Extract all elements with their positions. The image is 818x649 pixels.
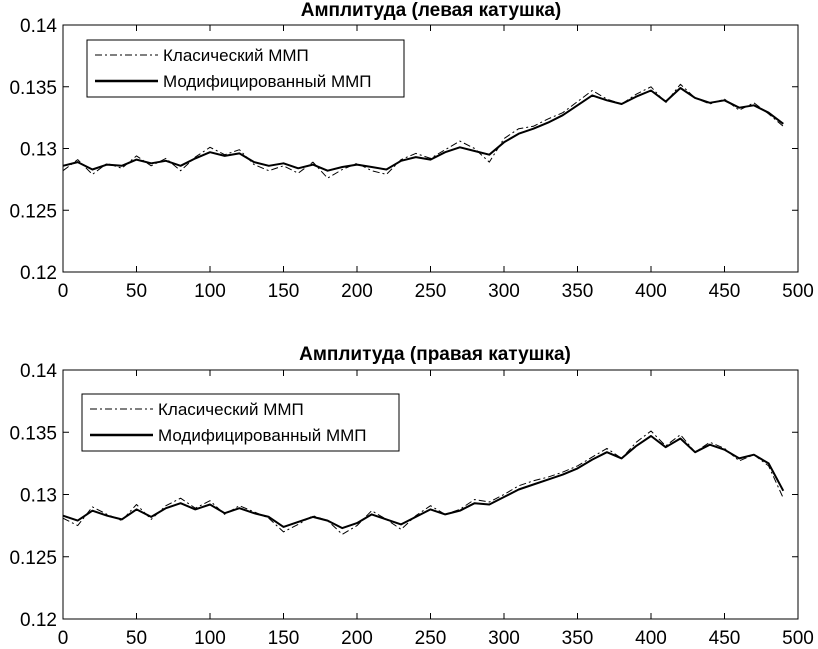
- series-line-classic: [62, 83, 784, 179]
- legend-label-classic: Класический ММП: [163, 46, 309, 65]
- y-tick-label: 0.13: [20, 486, 57, 507]
- legend-label-classic: Класический ММП: [158, 400, 304, 419]
- series-line-modified: [62, 435, 785, 530]
- x-tick-label: 50: [126, 628, 147, 649]
- x-tick-label: 50: [126, 281, 147, 302]
- x-tick-label: 200: [341, 628, 373, 649]
- series-line-classic: [62, 430, 784, 535]
- y-tick-label: 0.13: [20, 140, 57, 161]
- legend-label-modified: Модифицированный ММП: [163, 72, 372, 91]
- y-tick-label: 0.14: [20, 361, 57, 382]
- chart-right-coil: Амплитуда (правая катушка) 0 50 100 150 200 2…: [9, 344, 813, 649]
- x-tick-label: 300: [488, 628, 520, 649]
- x-tick-label: 100: [194, 281, 226, 302]
- series-line-modified: [62, 87, 784, 172]
- x-tick-label: 350: [562, 281, 594, 302]
- x-tick-label: 450: [709, 281, 741, 302]
- x-tick-label: 400: [635, 628, 667, 649]
- x-tick-label: 400: [635, 281, 667, 302]
- x-tick-label: 450: [709, 628, 741, 649]
- x-tick-label: 0: [58, 281, 69, 302]
- x-tick-label: 150: [268, 281, 300, 302]
- legend: Класический ММП Модифицированный ММП: [86, 39, 405, 98]
- y-tick-label: 0.12: [20, 263, 57, 284]
- x-tick-label: 150: [268, 628, 300, 649]
- y-tick-label: 0.14: [20, 16, 57, 37]
- chart-title: Амплитуда (левая катушка): [301, 0, 562, 21]
- legend: Класический ММП Модифицированный ММП: [81, 393, 400, 452]
- chart-left-coil: Амплитуда (левая катушка) 0 50 100 150 200 25…: [9, 0, 813, 302]
- plot-frame: [62, 369, 799, 620]
- x-tick-label: 350: [562, 628, 594, 649]
- x-tick-label: 500: [782, 281, 814, 302]
- x-tick-label: 200: [341, 281, 373, 302]
- y-tick-label: 0.12: [20, 610, 57, 631]
- y-tick-label: 0.125: [9, 201, 57, 222]
- y-tick-label: 0.125: [9, 548, 57, 569]
- y-tick-label: 0.135: [9, 78, 57, 99]
- y-tick-label: 0.135: [9, 423, 57, 444]
- x-tick-label: 500: [782, 628, 814, 649]
- chart-title: Амплитуда (правая катушка): [299, 344, 571, 365]
- x-tick-label: 250: [415, 281, 447, 302]
- x-tick-label: 100: [194, 628, 226, 649]
- legend-label-modified: Модифицированный ММП: [158, 426, 367, 445]
- x-tick-label: 0: [58, 628, 69, 649]
- legend-box: [86, 39, 405, 98]
- plot-frame: [62, 24, 799, 273]
- legend-box: [81, 393, 400, 452]
- x-tick-label: 300: [488, 281, 520, 302]
- x-tick-label: 250: [415, 628, 447, 649]
